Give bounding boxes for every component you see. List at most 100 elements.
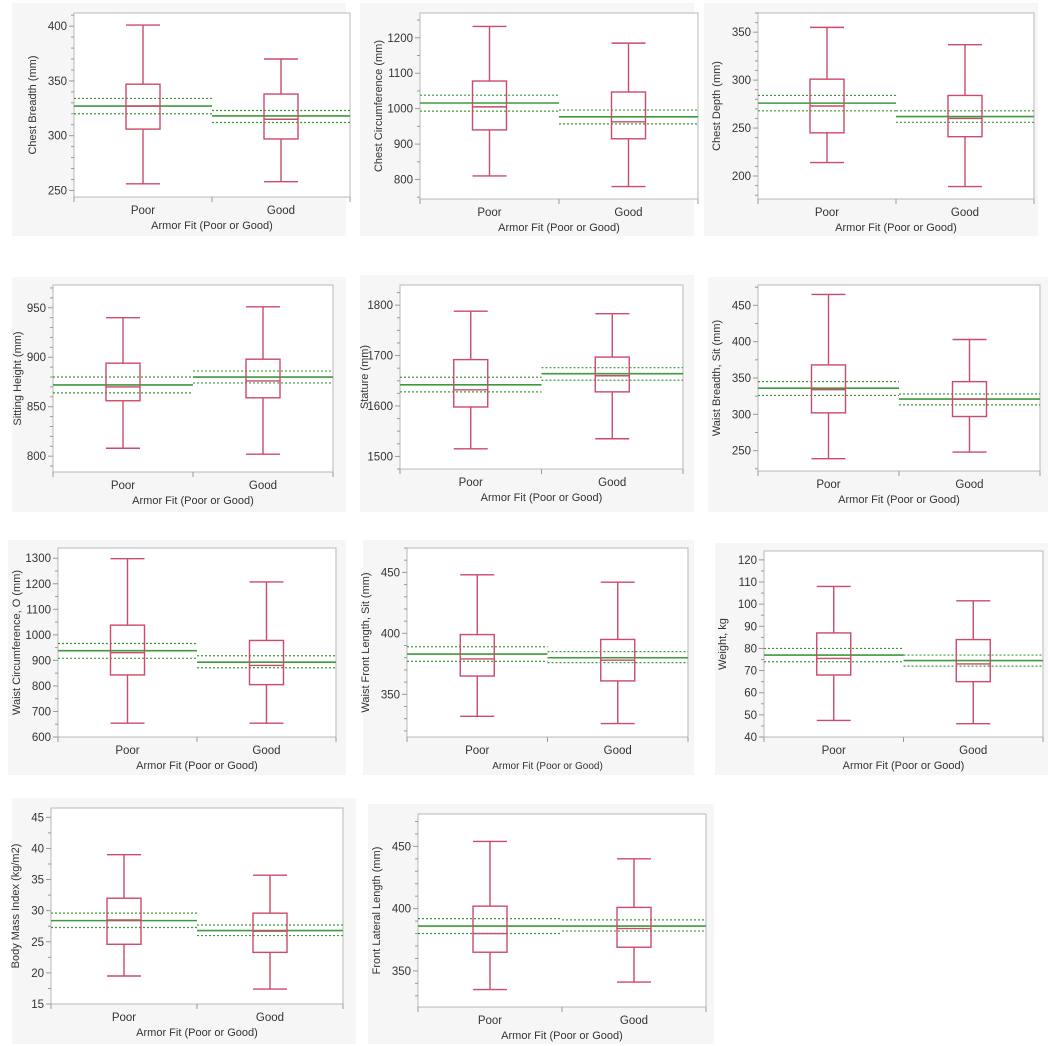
y-tick-label: 1200 xyxy=(25,579,51,591)
y-axis-label: Waist Circumference, O (mm) xyxy=(11,570,23,715)
plot-area xyxy=(419,12,699,200)
box-plot-panel: 250 300 350 400 450 Poor Good Armor Fit (Poor o… xyxy=(708,277,1048,512)
iqr-box xyxy=(955,638,991,683)
y-tick-label: 600 xyxy=(32,732,51,744)
y-tick-label: 1300 xyxy=(25,553,51,565)
y-tick-label: 800 xyxy=(27,451,46,463)
y-tick-label: 400 xyxy=(381,628,400,640)
y-tick-label: 250 xyxy=(732,446,751,458)
y-tick-label: 60 xyxy=(744,688,757,700)
y-tick-label: 40 xyxy=(31,843,44,855)
x-axis-label: Armor Fit (Poor or Good) xyxy=(835,222,957,234)
iqr-box xyxy=(263,93,299,140)
y-tick-label: 350 xyxy=(381,689,400,701)
x-tick-label: Good xyxy=(267,205,295,217)
box-plot-svg: 250 300 350 400 Poor Good Armor Fit (Poor or G… xyxy=(27,12,351,232)
y-tick-label: 250 xyxy=(48,185,67,197)
iqr-box xyxy=(109,624,146,676)
box-plot-panel: 200 250 300 350 Poor Good Armor Fit (Poor or G… xyxy=(704,3,1038,236)
y-axis-label: Body Mass Index (kg/m2) xyxy=(10,844,22,969)
x-tick-label: Poor xyxy=(111,480,135,492)
x-tick-label: Good xyxy=(256,1012,284,1024)
x-tick-label: Poor xyxy=(115,745,139,757)
y-tick-label: 450 xyxy=(392,841,411,853)
iqr-box xyxy=(472,905,508,953)
plot-area xyxy=(406,547,689,738)
iqr-box xyxy=(816,632,852,676)
y-tick-label: 300 xyxy=(48,131,67,143)
y-tick-label: 50 xyxy=(744,710,757,722)
y-tick-label: 900 xyxy=(32,655,51,667)
y-axis-label: Waist Front Length, Sit (mm) xyxy=(360,572,372,712)
y-tick-label: 120 xyxy=(738,555,757,567)
x-axis-label: Armor Fit (Poor or Good) xyxy=(838,494,960,506)
y-tick-label: 1200 xyxy=(387,33,413,45)
box-plot-svg: 600 700 800 900 1000 1100 1200 1300 Poor Good Armo… xyxy=(11,547,337,772)
x-tick-label: Good xyxy=(620,1015,648,1027)
x-tick-label: Poor xyxy=(815,207,839,219)
x-tick-label: Poor xyxy=(816,479,840,491)
box-plot-panel: 800 900 1000 1100 1200 Poor Good Armor Fit (Poo… xyxy=(360,3,699,236)
x-axis-label: Armor Fit (Poor or Good) xyxy=(151,220,273,232)
x-tick-label: Poor xyxy=(459,477,483,489)
x-axis-label: Armor Fit (Poor or Good) xyxy=(498,222,620,234)
y-tick-label: 450 xyxy=(732,300,751,312)
y-tick-label: 35 xyxy=(31,875,44,887)
y-tick-label: 900 xyxy=(27,352,46,364)
iqr-box xyxy=(453,358,489,408)
y-tick-label: 1100 xyxy=(388,68,413,80)
x-tick-label: Good xyxy=(951,207,979,219)
y-tick-label: 350 xyxy=(392,966,411,978)
y-tick-label: 25 xyxy=(31,937,44,949)
y-tick-label: 950 xyxy=(27,303,46,315)
iqr-box xyxy=(610,91,647,140)
y-tick-label: 1500 xyxy=(367,451,393,463)
box-plot-svg: 250 300 350 400 450 Poor Good Armor Fit (Poor o… xyxy=(711,284,1041,506)
y-tick-label: 200 xyxy=(732,171,751,183)
box-plot-panel: 350 400 450 Poor Good Armor Fit (Poor or Good… xyxy=(368,804,714,1044)
y-axis-label: Chest Circumference (mm) xyxy=(373,40,385,172)
iqr-box xyxy=(105,362,141,402)
y-tick-label: 100 xyxy=(738,599,757,611)
x-tick-label: Poor xyxy=(478,1015,502,1027)
x-tick-label: Good xyxy=(604,745,632,757)
box-plot-panel: 350 400 450 Poor Good Armor Fit (Poor or Good… xyxy=(360,540,694,775)
x-tick-label: Poor xyxy=(112,1012,136,1024)
x-tick-label: Good xyxy=(614,207,642,219)
y-tick-label: 45 xyxy=(31,812,44,824)
plot-area xyxy=(757,12,1035,200)
y-tick-label: 1000 xyxy=(387,104,413,116)
plot-area xyxy=(763,550,1044,738)
y-tick-label: 1100 xyxy=(26,604,51,616)
y-tick-label: 1000 xyxy=(25,630,51,642)
box-plot-panel: 800 850 900 950 Poor Good Armor Fit (Poor or G… xyxy=(12,277,346,512)
y-tick-label: 300 xyxy=(732,409,751,421)
plot-area xyxy=(57,547,337,738)
y-tick-label: 400 xyxy=(392,904,411,916)
y-tick-label: 20 xyxy=(31,968,44,980)
plot-area xyxy=(417,813,707,1008)
x-axis-label: Armor Fit (Poor or Good) xyxy=(843,760,965,772)
x-tick-label: Poor xyxy=(822,745,846,757)
y-tick-label: 40 xyxy=(744,732,757,744)
box-plot-svg: 15 20 25 30 35 40 45 Poor Good Armor Fit (Poor or… xyxy=(10,807,344,1039)
box-plot-panel: 40 50 60 70 80 90 100 110 120 Poor Good Armor Fit (… xyxy=(715,543,1048,775)
iqr-box xyxy=(248,639,285,686)
iqr-box xyxy=(106,897,142,945)
iqr-box xyxy=(810,364,847,414)
y-tick-label: 1800 xyxy=(367,300,393,312)
y-axis-label: Chest Depth (mm) xyxy=(711,61,723,151)
y-tick-label: 250 xyxy=(732,123,751,135)
box-plot-svg: 800 900 1000 1100 1200 Poor Good Armor Fit (Poo… xyxy=(373,12,699,234)
y-tick-label: 110 xyxy=(739,577,757,589)
y-tick-label: 350 xyxy=(732,27,751,39)
y-axis-label: Sitting Height (mm) xyxy=(12,331,24,425)
x-tick-label: Good xyxy=(959,745,987,757)
box-plot-panel: 15 20 25 30 35 40 45 Poor Good Armor Fit (Poor or… xyxy=(10,798,356,1044)
x-tick-label: Good xyxy=(249,480,277,492)
iqr-box xyxy=(252,912,288,954)
iqr-box xyxy=(594,356,630,393)
x-axis-label: Armor Fit (Poor or Good) xyxy=(492,761,603,772)
y-tick-label: 30 xyxy=(31,906,44,918)
